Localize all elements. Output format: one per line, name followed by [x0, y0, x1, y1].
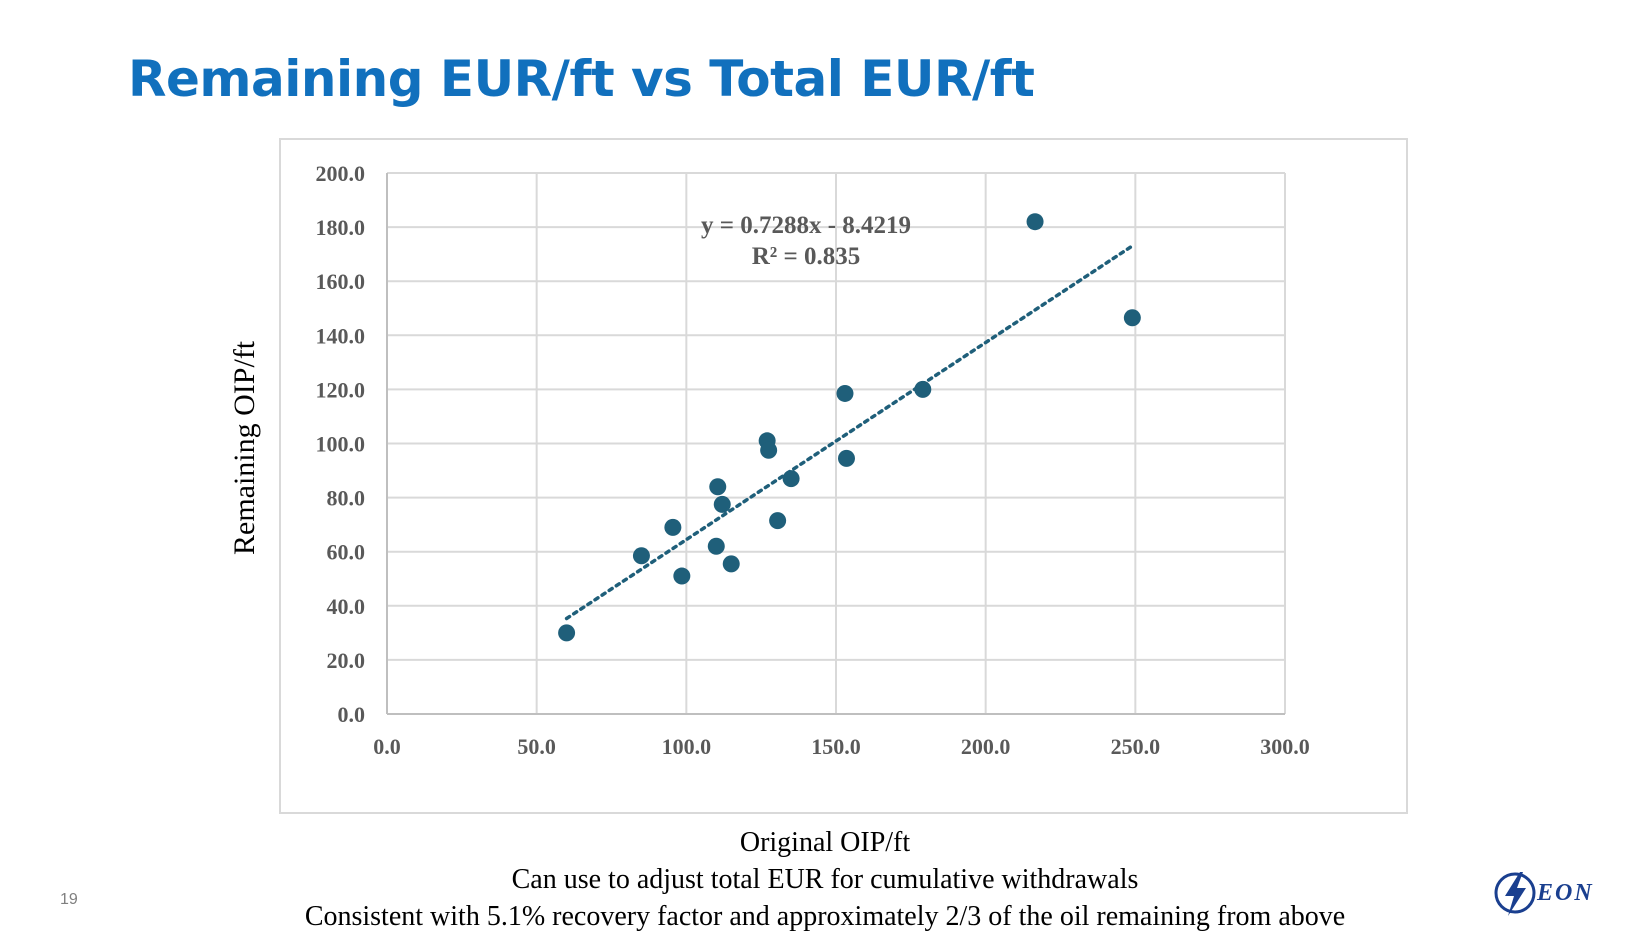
data-point: [713, 495, 731, 513]
x-tick-label: 100.0: [662, 734, 712, 759]
logo-text: EON: [1537, 880, 1594, 906]
caption-line-2: Can use to adjust total EUR for cumulati…: [511, 864, 1139, 895]
x-tick-label: 250.0: [1111, 734, 1161, 759]
y-tick-label: 20.0: [327, 648, 366, 673]
y-axis-ticks: 0.0 20.0 40.0 60.0 80.0 100.0 120.0 140.0 160.0 1…: [316, 161, 366, 727]
data-point: [782, 470, 800, 488]
y-tick-label: 200.0: [316, 161, 366, 186]
trendline-r2: R² = 0.835: [752, 243, 861, 270]
y-tick-label: 60.0: [327, 540, 366, 565]
trendline-group: [564, 244, 1135, 621]
data-point: [1026, 213, 1044, 231]
lightning-globe-icon: [1494, 872, 1536, 916]
y-tick-label: 100.0: [316, 432, 366, 457]
data-point: [709, 478, 727, 496]
data-point: [558, 624, 576, 642]
x-tick-label: 50.0: [517, 734, 556, 759]
x-axis-label: Original OIP/ft: [739, 827, 911, 858]
y-tick-label: 0.0: [338, 702, 366, 727]
chart-frame: 0.0 20.0 40.0 60.0 80.0 100.0 120.0 140.0 160.0 1…: [279, 138, 1408, 814]
data-point: [673, 567, 691, 585]
y-tick-label: 180.0: [316, 215, 366, 240]
data-points: [558, 213, 1141, 642]
trendline-equation: y = 0.7288x - 8.4219: [701, 212, 911, 239]
data-point: [760, 441, 778, 459]
data-point: [836, 384, 854, 402]
data-point: [769, 512, 787, 530]
data-point: [664, 518, 682, 536]
y-axis-label: Remaining OIP/ft: [228, 340, 261, 555]
trendline: [564, 244, 1135, 621]
data-point: [632, 547, 650, 565]
data-point: [914, 380, 932, 398]
page-number: 19: [60, 891, 78, 908]
y-tick-label: 140.0: [316, 323, 366, 348]
x-tick-label: 150.0: [811, 734, 861, 759]
y-tick-label: 80.0: [327, 486, 366, 511]
data-point: [707, 537, 725, 555]
slide-title: Remaining EUR/ft vs Total EUR/ft: [128, 50, 1035, 108]
x-tick-label: 300.0: [1260, 734, 1310, 759]
data-point: [1123, 309, 1141, 327]
x-tick-label: 200.0: [961, 734, 1011, 759]
data-point: [837, 449, 855, 467]
eon-logo: EON: [1493, 866, 1613, 920]
caption-line-3: Consistent with 5.1% recovery factor and…: [304, 901, 1346, 932]
y-tick-label: 160.0: [316, 269, 366, 294]
y-tick-label: 40.0: [327, 594, 366, 619]
y-tick-label: 120.0: [316, 377, 366, 402]
grid-lines: [386, 172, 1286, 715]
x-tick-label: 0.0: [373, 734, 401, 759]
x-axis-ticks: 0.0 50.0 100.0 150.0 200.0 250.0 300.0: [373, 734, 1310, 759]
scatter-chart: 0.0 20.0 40.0 60.0 80.0 100.0 120.0 140.0 160.0 1…: [316, 161, 1310, 759]
data-point: [722, 555, 740, 573]
